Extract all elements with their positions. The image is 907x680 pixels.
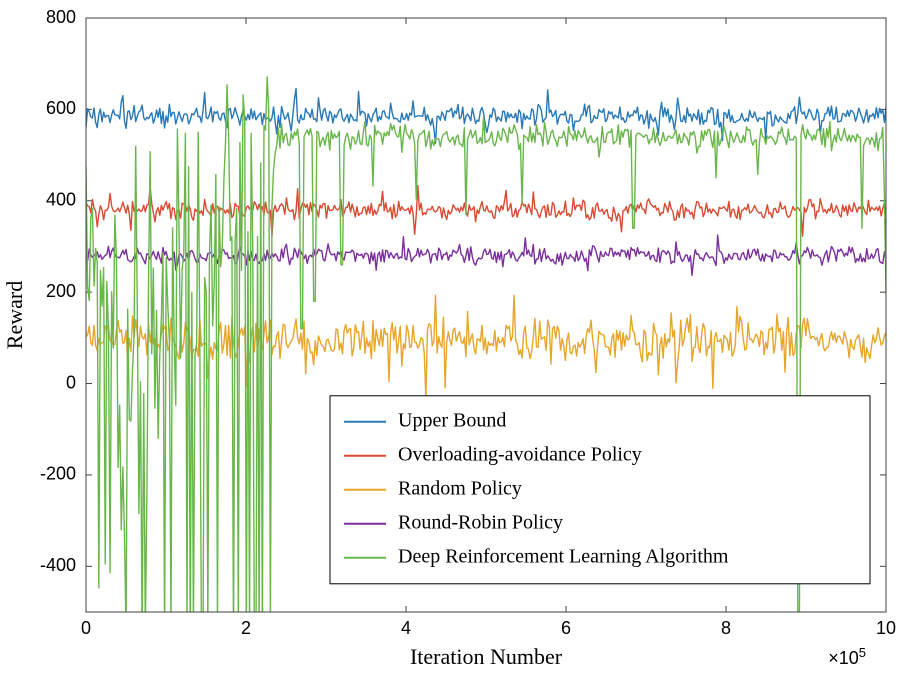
x-tick-label: 0 [81,618,91,638]
y-tick-label: -400 [40,555,76,575]
x-tick-label: 10 [876,618,896,638]
y-tick-label: 200 [46,281,76,301]
y-tick-label: -200 [40,464,76,484]
legend-item-label: Random Policy [398,477,522,499]
chart-container: -400 -200 0 200 400 600 800 0 2 4 6 8 10 Reward Iterat… [0,0,907,680]
legend-item-label: Overloading-avoidance Policy [398,443,642,465]
y-tick-label: 800 [46,7,76,27]
legend-item-label: Upper Bound [398,409,506,431]
x-tick-label: 6 [561,618,571,638]
legend: Upper Bound Overloading-avoidance Policy R… [330,396,870,584]
y-tick-label: 400 [46,190,76,210]
x-tick-label: 2 [241,618,251,638]
x-tick-label: 8 [721,618,731,638]
legend-item-label: Deep Reinforcement Learning Algorithm [398,545,729,567]
chart-svg: -400 -200 0 200 400 600 800 0 2 4 6 8 10 Reward Iterat… [0,0,907,680]
x-tick-label: 4 [401,618,411,638]
y-tick-label: 0 [66,372,76,392]
x-axis-label: Iteration Number [410,644,563,669]
y-axis-label: Reward [2,281,27,349]
y-tick-label: 600 [46,98,76,118]
legend-item-label: Round-Robin Policy [398,511,563,533]
